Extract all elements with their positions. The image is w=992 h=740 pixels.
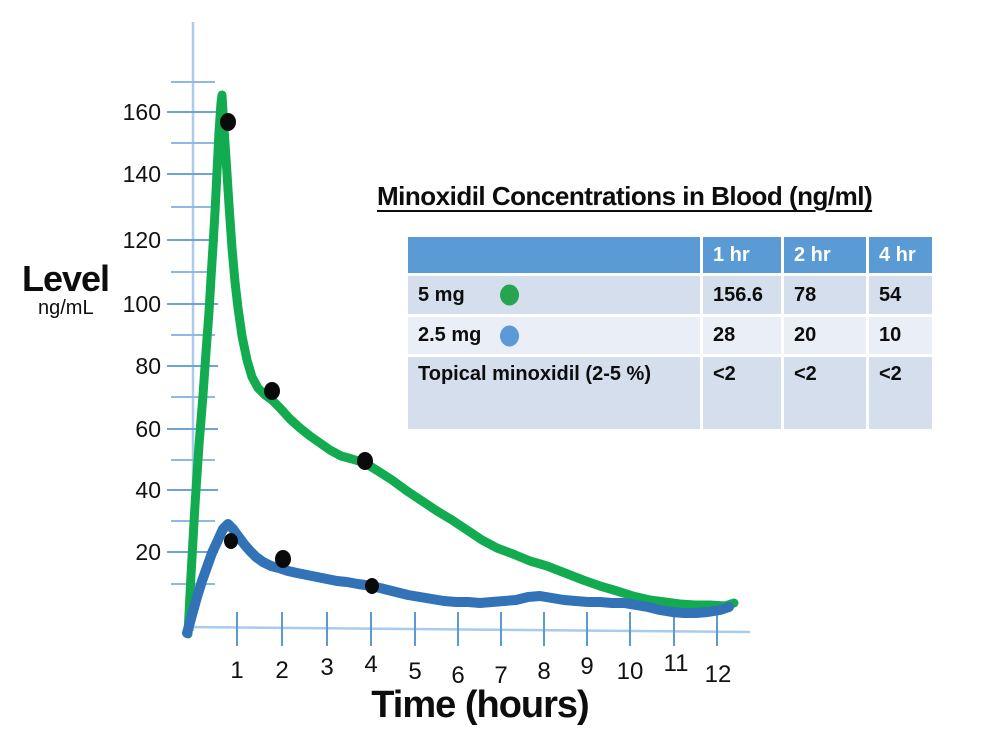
y-tick-label: 80 bbox=[135, 353, 161, 379]
x-axis-tick-labels: 1 2 3 4 5 6 7 8 9 10 11 12 bbox=[230, 650, 731, 689]
data-point-5mg-1hr bbox=[220, 113, 236, 131]
value-cell: <2 bbox=[784, 357, 866, 429]
x-tick-label: 9 bbox=[580, 653, 593, 680]
y-axis-units: ng/mL bbox=[38, 297, 94, 319]
value-cell: 156.6 bbox=[703, 276, 781, 314]
y-axis-title: Level bbox=[22, 258, 110, 299]
x-tick-label: 7 bbox=[494, 662, 507, 689]
table-row-topical: Topical minoxidil (2-5 %) <2 <2 <2 bbox=[408, 357, 932, 429]
value-cell: 54 bbox=[869, 276, 932, 314]
x-tick-label: 2 bbox=[275, 657, 288, 684]
series-5mg-curve bbox=[183, 90, 739, 639]
y-tick-label: 100 bbox=[123, 291, 161, 317]
x-axis-ticks bbox=[236, 612, 718, 646]
y-tick-label: 20 bbox=[135, 539, 161, 565]
x-tick-label: 6 bbox=[451, 662, 464, 689]
y-tick-label: 40 bbox=[135, 477, 161, 503]
x-axis-title: Time (hours) bbox=[371, 684, 589, 726]
x-tick-label: 3 bbox=[320, 654, 333, 681]
x-tick-label: 12 bbox=[705, 661, 732, 688]
value-cell: 78 bbox=[784, 276, 866, 314]
chart-title: Minoxidil Concentrations in Blood (ng/ml… bbox=[377, 181, 873, 211]
row-label-cell: 2.5 mg bbox=[408, 317, 700, 354]
legend-dot-5mg-icon bbox=[500, 284, 519, 306]
x-tick-label: 5 bbox=[408, 658, 421, 685]
x-axis-line bbox=[185, 625, 751, 634]
value-cell: 20 bbox=[784, 317, 866, 354]
table-header-cell-4hr: 4 hr bbox=[869, 237, 932, 273]
row-label: Topical minoxidil (2-5 %) bbox=[418, 363, 651, 385]
data-point-markers bbox=[220, 113, 379, 594]
table-header-cell-2hr: 2 hr bbox=[784, 237, 866, 273]
x-tick-label: 10 bbox=[617, 658, 644, 685]
table-header-cell-1hr: 1 hr bbox=[703, 237, 781, 273]
value-cell: 10 bbox=[869, 317, 932, 354]
row-label: 2.5 mg bbox=[418, 324, 482, 346]
data-point-2-5mg-1hr bbox=[224, 533, 238, 549]
row-label-cell: Topical minoxidil (2-5 %) bbox=[408, 357, 700, 429]
y-tick-label: 160 bbox=[123, 99, 161, 125]
y-tick-label: 60 bbox=[135, 416, 161, 442]
data-point-2-5mg-4hr bbox=[365, 578, 379, 594]
data-point-2-5mg-2hr bbox=[275, 550, 291, 568]
data-point-5mg-4hr bbox=[357, 452, 373, 470]
value-cell: 28 bbox=[703, 317, 781, 354]
table-header-row: 1 hr 2 hr 4 hr bbox=[408, 237, 932, 273]
table-row-2-5mg: 2.5 mg 28 20 10 bbox=[408, 317, 932, 354]
table-header-cell-empty bbox=[408, 237, 700, 273]
data-table: 1 hr 2 hr 4 hr 5 mg 156.6 78 54 2.5 mg bbox=[405, 234, 935, 432]
series-2-5mg-curve bbox=[182, 519, 734, 638]
legend-dot-2-5mg-icon bbox=[500, 325, 519, 346]
x-tick-label: 8 bbox=[537, 658, 550, 685]
x-tick-label: 4 bbox=[364, 651, 377, 678]
value-cell: <2 bbox=[869, 357, 932, 429]
y-tick-label: 120 bbox=[123, 227, 161, 253]
data-point-5mg-2hr bbox=[264, 382, 280, 400]
value-cell: <2 bbox=[703, 357, 781, 429]
row-label-cell: 5 mg bbox=[408, 276, 700, 314]
x-tick-label: 1 bbox=[230, 657, 243, 684]
y-tick-label: 140 bbox=[123, 161, 161, 187]
row-label: 5 mg bbox=[418, 283, 465, 306]
x-tick-label: 11 bbox=[664, 650, 689, 677]
y-axis-tick-labels: 160 140 120 100 80 60 40 20 bbox=[123, 99, 161, 565]
table-row-5mg: 5 mg 156.6 78 54 bbox=[408, 276, 932, 314]
